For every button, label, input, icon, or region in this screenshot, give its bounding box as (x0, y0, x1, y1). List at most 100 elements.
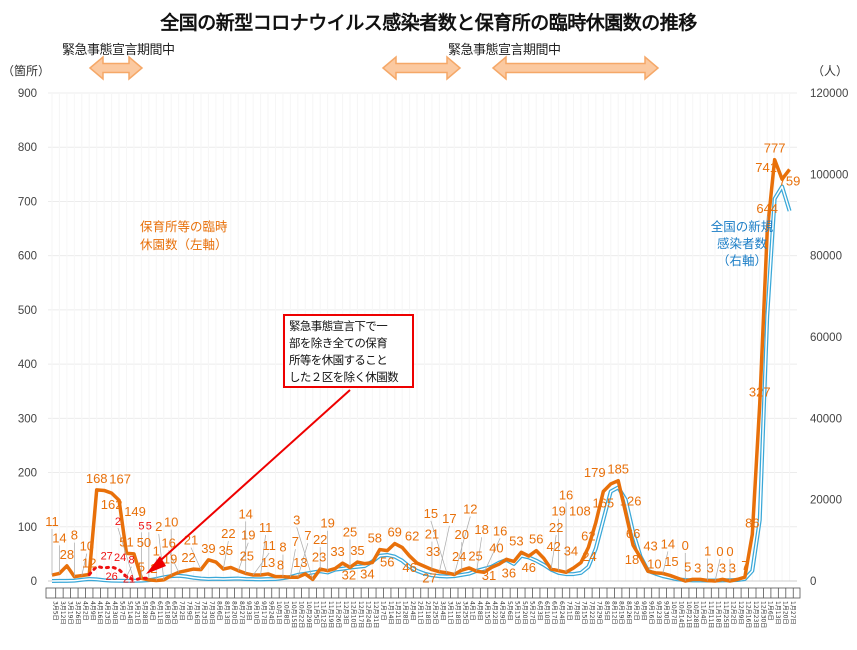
daycare-data-label: 10 (80, 539, 94, 554)
daycare-data-label: 149 (124, 504, 146, 519)
x-tick-label: 2月11日 (417, 601, 424, 624)
x-tick-label: 6月4日 (148, 601, 155, 621)
x-tick-label: 4月2日 (81, 601, 88, 621)
x-tick-label: 5月7日 (119, 601, 126, 621)
daycare-data-label: 22 (549, 520, 563, 535)
daycare-data-label: 167 (109, 471, 131, 486)
x-tick-label: 12月2日 (729, 601, 736, 624)
daycare-data-label: 10 (164, 515, 178, 530)
label-leader-line (476, 537, 482, 572)
daycare-data-label: 741 (755, 160, 777, 175)
x-tick-label: 5月27日 (528, 601, 535, 624)
emergency-period-arrow (491, 55, 660, 81)
chart-title: 全国の新型コロナウイルス感染者数と保育所の臨時休園数の推移 (160, 12, 697, 34)
daycare-data-label: 56 (380, 555, 394, 570)
x-tick-label: 10月28日 (692, 601, 699, 628)
daycare-data-label: 21 (425, 527, 439, 542)
x-tick-label: 7月2日 (178, 601, 185, 621)
x-tick-label: 7月22日 (588, 601, 595, 624)
left-axis-unit: （箇所） (2, 64, 51, 78)
daycare-data-label: 25 (240, 548, 254, 563)
daycare-data-label: 17 (442, 511, 456, 526)
daycare-data-label: 3 (729, 560, 736, 575)
x-tick-label: 11月4日 (700, 601, 707, 624)
daycare-data-label: 5 (138, 559, 145, 574)
excluded-closures-line (87, 564, 151, 582)
x-tick-label: 8月27日 (238, 601, 245, 624)
daycare-data-label: 69 (387, 525, 401, 540)
x-tick-label: 3月11日 (446, 601, 453, 624)
x-tick-label: 11月5日 (312, 601, 319, 624)
excluded-data-label: 24 (114, 552, 126, 564)
emergency-period-label-1: 緊急事態宣言期間中 (62, 43, 175, 58)
excluded-data-label: 26 (105, 571, 117, 583)
x-tick-label: 7月29日 (595, 601, 602, 624)
daycare-data-label: 0 (726, 544, 733, 559)
daycare-data-label: 19 (551, 504, 565, 519)
cases-line-inner (51, 185, 791, 582)
excluded-data-label: 5 (146, 520, 152, 532)
daycare-data-label: 33 (330, 544, 344, 559)
x-tick-label: 7月23日 (201, 601, 208, 624)
excluded-data-label: 5 (138, 520, 144, 532)
label-leader-line (168, 550, 179, 573)
daycare-data-label: 108 (569, 503, 591, 518)
right-tick-label: 40000 (810, 413, 842, 425)
left-tick-label: 0 (31, 576, 37, 588)
left-tick-label: 400 (18, 359, 37, 371)
x-tick-label: 9月10日 (253, 601, 260, 624)
x-tick-label: 1月13日 (774, 601, 781, 624)
x-tick-label: 12月24日 (364, 601, 371, 628)
daycare-data-label: 8 (279, 540, 286, 555)
x-tick-label: 6月10日 (543, 601, 550, 624)
daycare-data-label: 165 (592, 496, 614, 511)
daycare-data-label: 16 (493, 523, 507, 538)
annotation-arrow-head (146, 556, 166, 574)
x-tick-label: 5月13日 (513, 601, 520, 624)
emergency-period-label-2: 緊急事態宣言期間中 (448, 43, 561, 58)
daycare-data-label: 33 (426, 544, 440, 559)
label-leader-line (483, 538, 501, 573)
left-tick-label: 500 (18, 305, 37, 317)
x-tick-label: 8月5日 (603, 601, 610, 621)
daycare-data-label: 19 (241, 528, 255, 543)
x-tick-label: 10月14日 (677, 601, 684, 628)
x-tick-label: 12月9日 (737, 601, 744, 624)
x-tick-label: 8月13日 (223, 601, 230, 624)
daycare-data-label: 46 (402, 560, 416, 575)
daycare-data-label: 16 (161, 535, 175, 550)
x-tick-label: 3月5日 (52, 601, 59, 621)
daycare-data-label: 3 (719, 560, 726, 575)
daycare-data-label: 126 (620, 494, 642, 509)
x-tick-label: 3月18日 (454, 601, 461, 624)
x-tick-label: 11月25日 (722, 601, 729, 628)
x-tick-label: 12月10日 (350, 601, 357, 628)
daycare-data-label: 0 (682, 538, 689, 553)
daycare-data-label: 31 (482, 568, 496, 583)
x-tick-label: 2月18日 (424, 601, 431, 624)
right-tick-label: 20000 (810, 495, 842, 507)
daycare-data-label: 43 (643, 539, 657, 554)
daycare-data-label: 35 (219, 543, 233, 558)
label-leader-line (290, 549, 296, 578)
right-tick-label: 0 (810, 576, 816, 588)
label-leader-line (662, 551, 669, 574)
x-tick-label: 6月11日 (156, 601, 163, 624)
daycare-data-label: 11 (262, 538, 276, 553)
x-tick-label: 3月4日 (439, 601, 446, 621)
x-tick-label: 11月18日 (715, 601, 722, 628)
daycare-data-label: 185 (607, 462, 629, 477)
daycare-data-label: 3 (293, 512, 300, 527)
daycare-data-label: 66 (626, 526, 640, 541)
daycare-data-label: 13 (293, 555, 307, 570)
daycare-data-label: 22 (313, 532, 327, 547)
label-leader-line (296, 527, 314, 580)
daycare-data-label: 50 (137, 535, 151, 550)
daycare-data-label: 18 (474, 522, 488, 537)
daycare-data-label: 24 (452, 549, 466, 564)
daycare-data-label: 0 (716, 544, 723, 559)
daycare-data-label: 27 (422, 570, 436, 585)
x-tick-label: 11月11日 (707, 601, 714, 628)
x-tick-label: 11月12日 (320, 601, 327, 628)
label-leader-line (714, 558, 721, 582)
